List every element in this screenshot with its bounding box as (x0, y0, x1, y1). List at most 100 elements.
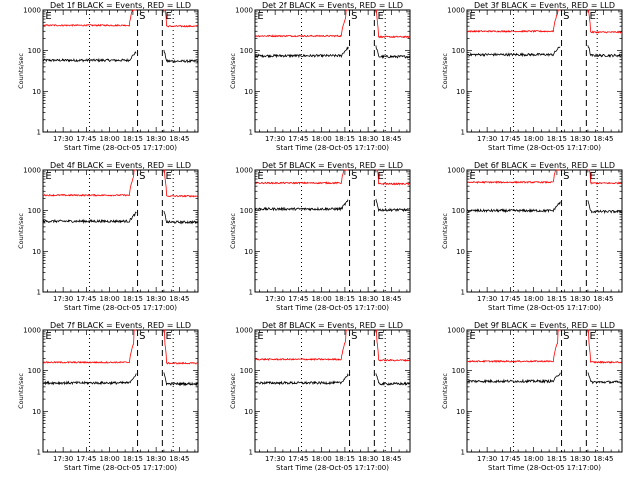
y-tick-label: 1000 (447, 7, 465, 15)
lld-series-line (466, 169, 561, 184)
x-tick-label: 18:00 (100, 295, 120, 303)
x-tick-label: 18:00 (524, 455, 544, 463)
lld-series-line (375, 329, 410, 362)
x-tick-label: 17:30 (265, 135, 285, 143)
lld-series-line (587, 9, 622, 34)
x-tick-label: 18:15 (547, 295, 567, 303)
y-tick-label: 10 (456, 248, 465, 256)
plot-frame (42, 9, 199, 133)
events-series-line (587, 372, 622, 385)
x-axis-label: Start Time (28-Oct-05 17:17:00) (488, 144, 601, 152)
y-tick-label: 10 (456, 88, 465, 96)
x-tick-label: 17:45 (288, 455, 308, 463)
x-tick-label: 17:30 (53, 135, 73, 143)
event-marker: E (469, 11, 475, 22)
plot-frame (466, 329, 623, 453)
x-tick-label: 17:45 (500, 135, 520, 143)
chart-panel: Det 2f BLACK = Events, RED = LLD 1 10 100 10… (229, 1, 411, 152)
x-axis-label: Start Time (28-Oct-05 17:17:00) (488, 304, 601, 312)
x-tick-label: 17:30 (265, 455, 285, 463)
chart-title: Det 3f BLACK = Events, RED = LLD (474, 1, 615, 10)
x-axis-label: Start Time (28-Oct-05 17:17:00) (64, 144, 177, 152)
x-tick-label: 18:15 (335, 455, 355, 463)
lld-series-line (587, 329, 622, 364)
y-tick-label: 1 (249, 289, 253, 297)
lld-series-line (466, 9, 561, 33)
y-tick-label: 1000 (235, 327, 253, 335)
lld-series-line (254, 329, 349, 361)
event-marker: S (563, 11, 569, 22)
event-marker: S (351, 171, 357, 182)
chart-panel: Det 7f BLACK = Events, RED = LLD 1 10 100 10… (17, 321, 199, 472)
y-tick-label: 1000 (23, 327, 41, 335)
x-tick-label: 18:45 (169, 135, 189, 143)
y-tick-label: 10 (244, 408, 253, 416)
event-marker: E (469, 331, 475, 342)
x-tick-label: 18:00 (312, 455, 332, 463)
y-tick-label: 100 (28, 47, 41, 55)
chart-title: Det 8f BLACK = Events, RED = LLD (262, 321, 403, 330)
plot-frame (42, 329, 199, 453)
chart-title: Det 4f BLACK = Events, RED = LLD (50, 161, 191, 170)
event-marker: S (139, 331, 145, 342)
x-tick-label: 18:00 (100, 135, 120, 143)
y-axis-label: Counts/sec (17, 213, 25, 249)
events-series-line (375, 198, 410, 213)
x-tick-label: 18:30 (358, 455, 378, 463)
y-tick-label: 100 (240, 207, 253, 215)
event-marker: S (563, 171, 569, 182)
events-series-line (254, 199, 349, 212)
x-tick-label: 18:15 (335, 295, 355, 303)
chart-panel: Det 1f BLACK = Events, RED = LLD 1 10 100 10… (17, 1, 199, 152)
x-tick-label: 18:30 (570, 295, 590, 303)
y-tick-label: 10 (32, 408, 41, 416)
events-series-line (254, 373, 349, 386)
lld-series-line (254, 9, 349, 38)
plot-frame (42, 169, 199, 293)
x-tick-label: 17:30 (53, 455, 73, 463)
y-axis-label: Counts/sec (229, 213, 237, 249)
y-tick-label: 100 (452, 367, 465, 375)
event-marker: S (563, 331, 569, 342)
lld-series-line (42, 9, 137, 27)
y-tick-label: 10 (456, 408, 465, 416)
y-axis-label: Counts/sec (441, 373, 449, 409)
event-marker: E (257, 171, 263, 182)
x-tick-label: 18:30 (358, 295, 378, 303)
event-marker: E (257, 11, 263, 22)
chart-panel: Det 3f BLACK = Events, RED = LLD 1 10 100 10… (441, 1, 623, 152)
x-tick-label: 18:00 (312, 135, 332, 143)
x-tick-label: 18:00 (524, 295, 544, 303)
y-tick-label: 1 (461, 289, 465, 297)
plot-frame (254, 329, 411, 453)
chart-title: Det 9f BLACK = Events, RED = LLD (474, 321, 615, 330)
plot-frame (254, 169, 411, 293)
x-tick-label: 17:45 (76, 135, 96, 143)
x-tick-label: 18:15 (335, 135, 355, 143)
event-marker: E (589, 171, 595, 182)
x-axis-label: Start Time (28-Oct-05 17:17:00) (488, 464, 601, 472)
events-series-line (42, 211, 137, 224)
x-tick-label: 18:45 (381, 455, 401, 463)
x-tick-label: 17:45 (500, 295, 520, 303)
x-axis-label: Start Time (28-Oct-05 17:17:00) (276, 144, 389, 152)
lld-series-line (254, 169, 349, 185)
y-tick-label: 1 (37, 289, 41, 297)
event-marker: E (377, 331, 383, 342)
x-axis-label: Start Time (28-Oct-05 17:17:00) (64, 464, 177, 472)
events-series-line (466, 372, 561, 384)
y-axis-label: Counts/sec (229, 53, 237, 89)
y-tick-label: 1 (249, 129, 253, 137)
plot-frame (466, 169, 623, 293)
y-tick-label: 1 (249, 449, 253, 457)
event-marker: E (257, 331, 263, 342)
chart-title: Det 7f BLACK = Events, RED = LLD (50, 321, 191, 330)
event-marker: E (589, 331, 595, 342)
x-tick-label: 18:45 (169, 295, 189, 303)
x-tick-label: 17:45 (76, 295, 96, 303)
x-axis-label: Start Time (28-Oct-05 17:17:00) (276, 304, 389, 312)
events-series-line (466, 201, 561, 214)
events-series-line (466, 46, 561, 58)
x-tick-label: 18:30 (146, 295, 166, 303)
y-axis-label: Counts/sec (17, 53, 25, 89)
